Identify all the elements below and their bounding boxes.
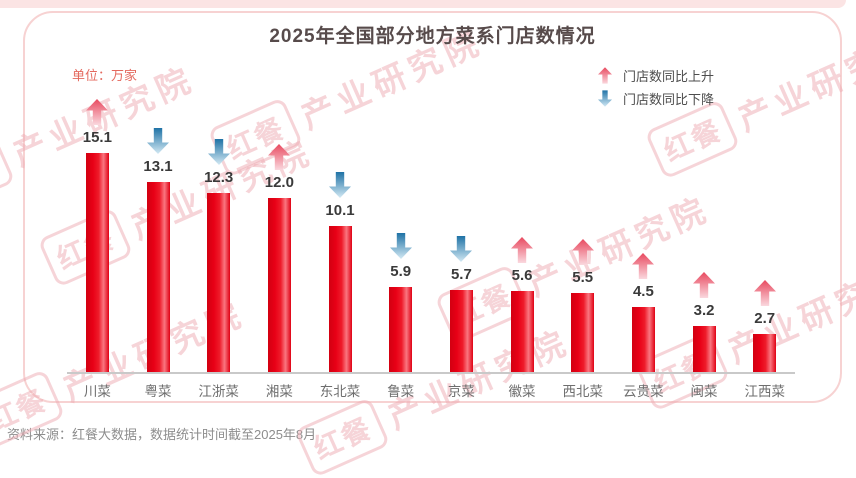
category-label: 粤菜 (144, 384, 172, 399)
page-title: 2025年全国部分地方菜系门店数情况 (269, 26, 596, 47)
bar (631, 307, 655, 373)
chart-card: 2025年全国部分地方菜系门店数情况 单位：万家 门店数同比上升 门店数同比下降… (23, 11, 842, 403)
bar-column: 2.7 (734, 13, 795, 373)
bar-column: 5.7 (431, 13, 492, 373)
bar-value-label: 12.0 (264, 173, 294, 191)
bar (692, 326, 716, 373)
category-label: 鲁菜 (387, 384, 415, 399)
watermark-logo: 红餐 (0, 133, 16, 215)
trend-up-icon (268, 144, 290, 170)
category-label: 湘菜 (265, 384, 293, 399)
category-label: 东北菜 (319, 384, 361, 399)
bar-value-label: 10.1 (325, 201, 355, 219)
bar-value-label: 2.7 (754, 309, 776, 327)
bar-value-label: 12.3 (204, 169, 234, 187)
bar-value-label: 4.5 (632, 283, 654, 301)
bar-value-label: 15.1 (82, 128, 112, 146)
bar-column: 5.6 (492, 13, 553, 373)
bar-column: 5.9 (370, 13, 431, 373)
bar-value-label: 3.2 (693, 302, 715, 320)
bar (328, 225, 352, 373)
bar-column: 12.3 (188, 13, 249, 373)
bar (571, 292, 595, 373)
trend-down-icon (450, 236, 472, 262)
x-axis-line (67, 372, 795, 374)
bar-column: 12.0 (249, 13, 310, 373)
bar-value-label: 5.7 (450, 265, 472, 283)
bar-chart: 15.1 13.1 12.3 12.0 10.1 5.9 5.7 5.6 5.5 4.5 3.2 2.… (67, 13, 795, 373)
trend-up-icon (572, 239, 594, 265)
category-label: 川菜 (83, 384, 111, 399)
trend-down-icon (329, 172, 351, 198)
bar-value-label: 5.9 (390, 262, 412, 280)
category-row: 川菜 粤菜 江浙菜 湘菜 东北菜 鲁菜 京菜 徽菜 西北菜 云贵菜 闽菜 江西菜 (67, 380, 795, 400)
trend-up-icon (754, 280, 776, 306)
trend-up-icon (632, 253, 654, 279)
unit-label: 单位：万家 (72, 68, 138, 83)
bar (389, 286, 413, 373)
category-label: 西北菜 (562, 384, 603, 399)
category-label: 徽菜 (508, 384, 536, 399)
bar-column: 13.1 (128, 13, 189, 373)
chart-card-content: 2025年全国部分地方菜系门店数情况 单位：万家 门店数同比上升 门店数同比下降… (25, 13, 840, 401)
bar-column: 3.2 (674, 13, 735, 373)
bar-column: 15.1 (67, 13, 128, 373)
legend-down-label: 门店数同比下降 (623, 92, 715, 107)
bar-value-label: 5.5 (572, 268, 594, 286)
source-note: 资料来源：红餐大数据，数据统计时间截至2025年8月 (7, 427, 317, 442)
trend-up-icon (693, 272, 715, 298)
bar-value-label: 5.6 (511, 267, 533, 285)
bar (449, 289, 473, 373)
bar-column: 10.1 (310, 13, 371, 373)
bar (753, 333, 777, 373)
bar-column: 5.5 (552, 13, 613, 373)
legend: 门店数同比上升 门店数同比下降 (598, 66, 714, 112)
legend-item-down: 门店数同比下降 (598, 89, 714, 108)
category-label: 云贵菜 (623, 384, 664, 399)
category-label: 江西菜 (744, 384, 785, 399)
bar-column: 4.5 (613, 13, 674, 373)
bar (85, 152, 109, 373)
category-label: 江浙菜 (198, 384, 239, 399)
trend-up-icon (511, 237, 533, 263)
bar (510, 291, 534, 373)
legend-up-label: 门店数同比上升 (623, 69, 715, 84)
bar-value-label: 13.1 (143, 157, 173, 175)
top-decorative-band (0, 0, 846, 8)
trend-up-icon (86, 99, 108, 125)
bar (207, 193, 231, 373)
bar (267, 197, 291, 373)
bar (146, 181, 170, 373)
trend-down-icon (147, 128, 169, 154)
category-label: 京菜 (447, 384, 475, 399)
trend-down-icon (208, 139, 230, 165)
category-label: 闽菜 (690, 384, 718, 399)
trend-down-icon (390, 233, 412, 259)
legend-item-up: 门店数同比上升 (598, 66, 714, 85)
